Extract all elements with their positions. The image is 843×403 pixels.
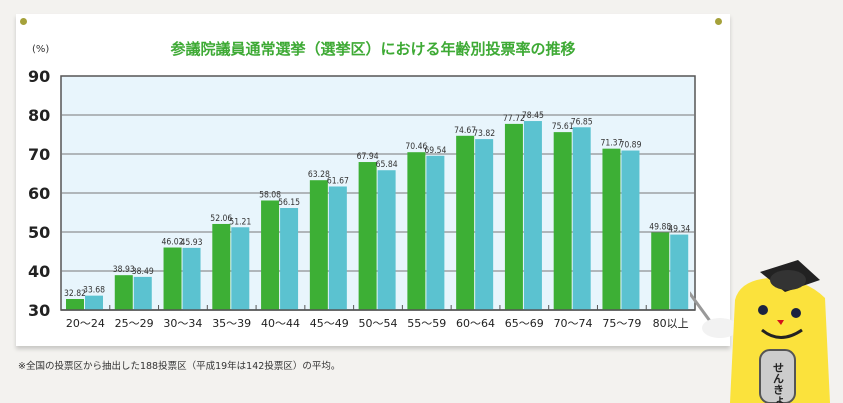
data-label: 75.61 [552,122,574,132]
chart-title: 参議院議員通常選挙（選挙区）における年齢別投票率の推移 [170,40,576,58]
bar [426,155,445,310]
data-label: 45.93 [181,238,203,248]
data-label: 76.85 [571,117,593,127]
bar [182,247,201,310]
x-tick-label: 50～54 [359,317,398,330]
bar [475,139,494,310]
bar [261,200,280,310]
data-label: 52.06 [210,214,232,224]
x-tick-label: 55～59 [407,317,446,330]
bar [280,208,299,310]
y-tick-label: 80 [28,106,50,125]
y-tick-label: 40 [28,262,50,281]
data-label: 74.67 [454,126,476,136]
x-tick-label: 40～44 [261,317,300,330]
x-tick-label: 60～64 [456,317,495,330]
data-label: 46.02 [162,238,184,248]
bar [328,186,347,310]
data-label: 58.08 [259,190,281,200]
data-label: 63.28 [308,170,330,180]
bar [523,121,542,310]
bar [377,170,396,310]
bar [504,123,523,310]
data-label: 70.89 [619,141,641,151]
bar [66,299,84,310]
bar [572,127,591,310]
data-label: 38.49 [132,267,154,277]
bar [85,295,103,310]
data-label: 71.37 [600,139,622,149]
data-label: 70.46 [405,142,427,152]
bar [231,227,250,310]
y-axis-unit: (%) [32,44,50,55]
x-tick-label: 30～34 [163,317,202,330]
x-tick-label: 80以上 [653,317,689,330]
bar [553,132,572,310]
mascot-badge: せんきょ [772,362,785,403]
bar [602,148,621,310]
x-tick-label: 35～39 [212,317,251,330]
bar [651,232,670,310]
footnote: ※全国の投票区から抽出した188投票区（平成19年は142投票区）の平均。 [18,361,341,372]
pin-icon [20,18,27,25]
data-label: 73.82 [473,129,495,139]
data-label: 78.45 [522,111,544,121]
bar [309,180,328,310]
bar [133,276,152,310]
bar [456,135,475,310]
data-label: 49.34 [668,225,690,235]
y-tick-label: 70 [28,145,50,164]
x-tick-label: 75～79 [602,317,641,330]
data-label: 33.68 [83,286,105,296]
data-label: 32.82 [64,289,86,299]
data-label: 61.67 [327,176,349,186]
y-tick-label: 50 [28,223,50,242]
bar [407,152,426,310]
bar [621,150,640,310]
bar [212,223,231,310]
data-label: 38.93 [113,265,135,275]
data-label: 69.54 [424,146,446,156]
data-label: 56.15 [278,198,300,208]
data-label: 77.72 [503,114,525,124]
y-tick-label: 30 [28,301,50,320]
data-label: 51.21 [229,217,251,227]
x-tick-label: 45～49 [310,317,349,330]
data-label: 49.88 [649,222,671,232]
x-tick-label: 70～74 [554,317,593,330]
y-tick-label: 60 [28,184,50,203]
bar [163,247,182,310]
pin-icon [715,18,722,25]
x-tick-label: 20～24 [66,317,105,330]
mascot-illustration: せんきょ [690,260,830,403]
bar [114,275,133,310]
x-tick-label: 65～69 [505,317,544,330]
x-tick-label: 25～29 [115,317,154,330]
y-tick-label: 90 [28,67,50,86]
data-label: 65.84 [376,160,398,170]
bar [358,162,377,310]
bar [670,234,689,310]
data-label: 67.94 [357,152,379,162]
